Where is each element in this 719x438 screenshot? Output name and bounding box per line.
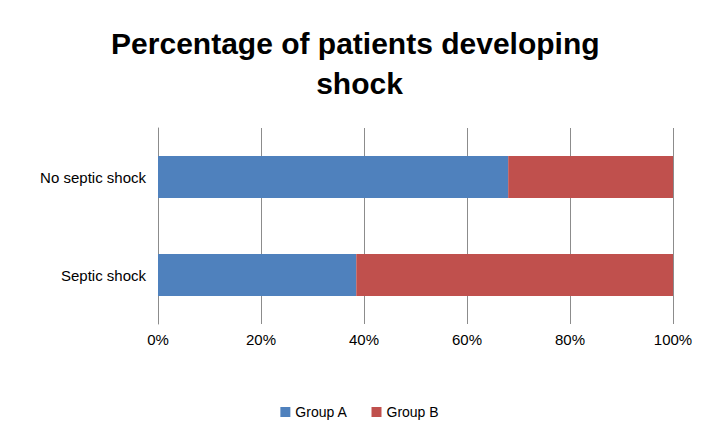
svg-text:shock: shock (316, 67, 403, 100)
svg-text:0%: 0% (147, 331, 169, 348)
svg-text:No septic shock: No septic shock (40, 169, 146, 186)
svg-text:Percentage of patients develop: Percentage of patients developing (111, 27, 608, 60)
svg-text:60%: 60% (452, 331, 482, 348)
svg-text:Septic shock: Septic shock (61, 267, 147, 284)
svg-text:40%: 40% (349, 331, 379, 348)
svg-text:80%: 80% (555, 331, 585, 348)
svg-text:Group B: Group B (387, 404, 439, 420)
svg-text:20%: 20% (246, 331, 276, 348)
svg-text:Group A: Group A (295, 404, 347, 420)
svg-text:100%: 100% (654, 331, 692, 348)
